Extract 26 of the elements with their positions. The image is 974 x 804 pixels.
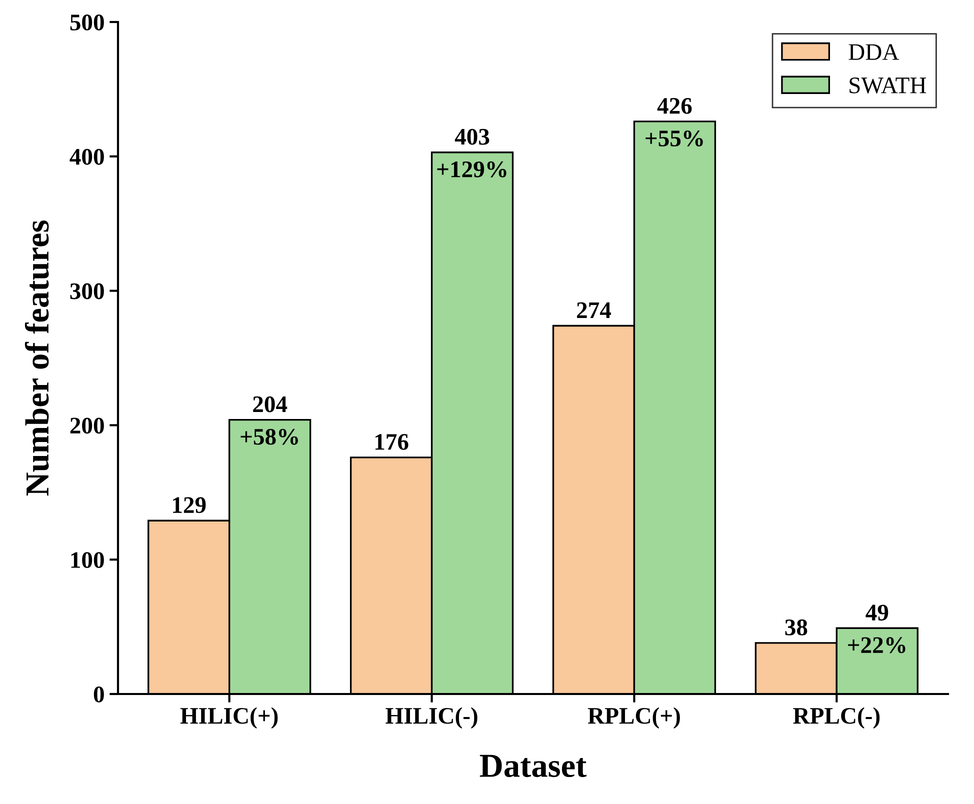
y-tick-label: 500 (70, 14, 104, 30)
x-tick-label: HILIC(+) (180, 707, 278, 729)
legend-label: DDA (848, 44, 900, 60)
data-label: 426 (657, 98, 692, 114)
y-tick-label: 0 (94, 686, 104, 702)
x-axis-title: Dataset (480, 754, 587, 778)
data-label: 274 (577, 302, 611, 318)
y-tick-label: 400 (70, 148, 104, 165)
x-tick-label: RPLC(+) (588, 707, 680, 729)
annotation: +22% (848, 637, 906, 654)
annotation: +58% (240, 428, 298, 445)
y-tick-label: 200 (70, 418, 104, 434)
y-tick-label: 300 (70, 283, 104, 300)
data-label: 204 (253, 396, 288, 412)
x-tick-label: RPLC(-) (793, 707, 880, 729)
data-label: 176 (375, 434, 408, 450)
y-axis-title: Number of features (24, 220, 49, 496)
annotation: +55% (646, 130, 703, 146)
x-tick-label: HILIC(-) (386, 707, 478, 729)
data-label: 403 (454, 128, 490, 145)
y-tick-label: 100 (71, 552, 104, 568)
legend-label: SWATH (850, 78, 926, 94)
annotation: +129% (437, 161, 506, 178)
data-label: 38 (785, 619, 808, 636)
data-label: 129 (173, 497, 206, 514)
data-label: 49 (866, 604, 888, 621)
